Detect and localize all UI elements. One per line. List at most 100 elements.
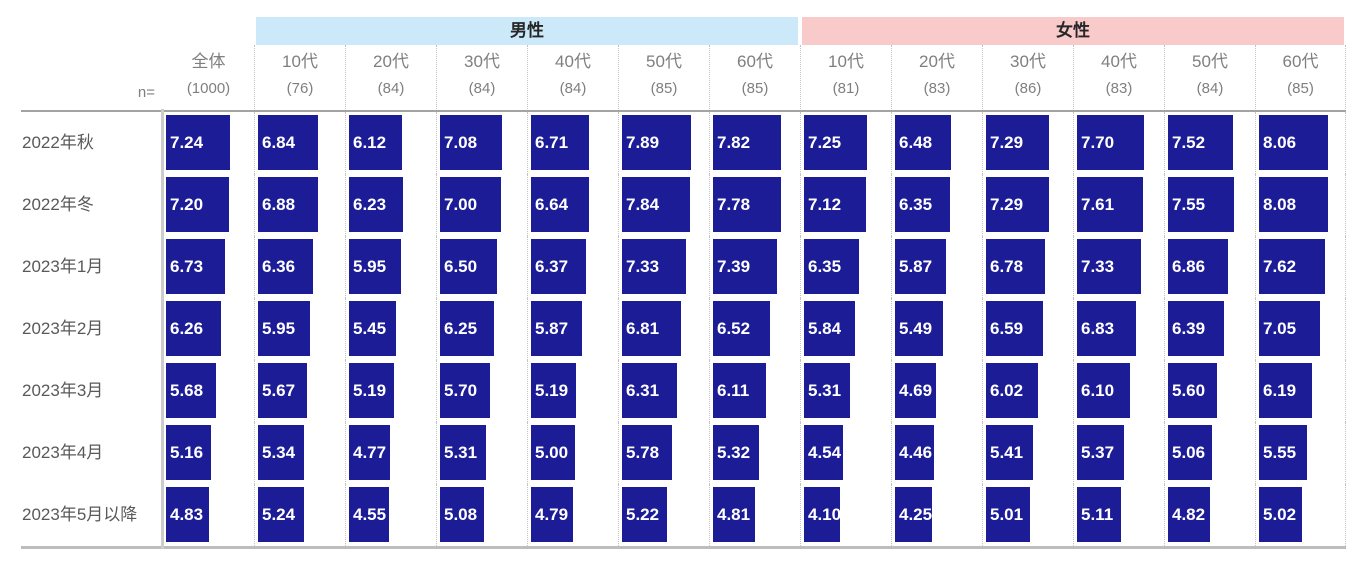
column-n-count: (84): [1196, 80, 1224, 97]
bar-cell: 6.12: [345, 112, 436, 174]
value-bar: 6.71: [531, 115, 590, 170]
bar-cell: 7.33: [1073, 236, 1164, 298]
bar-cell: 4.77: [345, 422, 436, 484]
bar-cell: 5.55: [1255, 422, 1346, 484]
bar-cell: 5.70: [436, 360, 527, 422]
value-bar: 4.81: [713, 487, 755, 542]
column-header-f-10代: 10代 (81): [800, 45, 891, 109]
value-bar: 7.29: [986, 115, 1050, 170]
bar-cell: 5.19: [345, 360, 436, 422]
bar-cell: 6.35: [891, 174, 982, 236]
value-bar: 6.86: [1168, 239, 1228, 294]
value-bar: 6.02: [986, 363, 1039, 418]
bar-cell: 6.88: [254, 174, 345, 236]
value-bar: 5.34: [258, 425, 305, 480]
bar-cell: 6.78: [982, 236, 1073, 298]
value-bar: 6.52: [713, 301, 770, 356]
value-bar: 5.22: [622, 487, 668, 542]
bar-cell: 6.50: [436, 236, 527, 298]
value-bar: 5.49: [895, 301, 943, 356]
column-age-label: 50代: [646, 52, 682, 71]
column-header-m-40代: 40代 (84): [527, 45, 618, 109]
column-header-m-10代: 10代 (76): [254, 45, 345, 109]
bar-cell: 5.68: [163, 360, 254, 422]
bar-cell: 4.25: [891, 484, 982, 546]
bar-cell: 5.49: [891, 298, 982, 360]
value-bar: 4.10: [804, 487, 841, 542]
value-bar: 4.83: [166, 487, 209, 542]
value-bar: 6.83: [1077, 301, 1137, 356]
bar-cell: 7.29: [982, 174, 1073, 236]
column-header-m-30代: 30代 (84): [436, 45, 527, 109]
value-bar: 6.11: [713, 363, 767, 418]
value-bar: 4.77: [349, 425, 391, 480]
column-header-m-20代: 20代 (84): [345, 45, 436, 109]
value-bar: 7.29: [986, 177, 1050, 232]
header-divider-line: [21, 109, 1346, 112]
value-bar: 5.19: [349, 363, 395, 418]
column-age-label: 40代: [1101, 52, 1137, 71]
bar-cell: 5.60: [1164, 360, 1255, 422]
row-label: 2022年秋: [22, 133, 94, 152]
value-bar: 7.84: [622, 177, 691, 232]
value-bar: 7.33: [622, 239, 686, 294]
column-n-count: (86): [1014, 80, 1042, 97]
column-age-label: 10代: [828, 52, 864, 71]
column-header-f-40代: 40代 (83): [1073, 45, 1164, 109]
bar-cell: 4.83: [163, 484, 254, 546]
bar-cell: 6.11: [709, 360, 800, 422]
bar-cell: 4.81: [709, 484, 800, 546]
bar-cell: 5.34: [254, 422, 345, 484]
column-age-label: 20代: [919, 52, 955, 71]
bar-cell: 7.84: [618, 174, 709, 236]
value-bar: 5.70: [440, 363, 490, 418]
bottom-border-line: [21, 546, 1346, 549]
bar-cell: 4.82: [1164, 484, 1255, 546]
value-bar: 6.35: [895, 177, 951, 232]
bar-cell: 7.24: [163, 112, 254, 174]
value-bar: 5.16: [166, 425, 212, 480]
value-bar: 4.55: [349, 487, 389, 542]
value-bar: 5.02: [1259, 487, 1303, 542]
value-bar: 6.37: [531, 239, 587, 294]
bar-cell: 7.29: [982, 112, 1073, 174]
value-bar: 5.06: [1168, 425, 1213, 480]
female-group-header: 女性: [802, 17, 1344, 45]
value-bar: 6.59: [986, 301, 1044, 356]
bar-cell: 4.54: [800, 422, 891, 484]
value-bar: 4.54: [804, 425, 844, 480]
column-n-count: (84): [468, 80, 496, 97]
value-bar: 5.32: [713, 425, 760, 480]
n-equals-label: n=: [137, 84, 155, 101]
value-bar: 7.55: [1168, 177, 1234, 232]
bar-cell: 7.61: [1073, 174, 1164, 236]
value-bar: 5.00: [531, 425, 575, 480]
value-bar: 7.39: [713, 239, 778, 294]
column-header-全体: 全体 (1000): [163, 45, 254, 109]
column-age-label: 60代: [737, 52, 773, 71]
value-bar: 8.06: [1259, 115, 1329, 170]
value-bar: 7.00: [440, 177, 501, 232]
value-bar: 7.25: [804, 115, 868, 170]
bar-cell: 5.06: [1164, 422, 1255, 484]
row-label: 2023年3月: [22, 381, 104, 400]
bar-cell: 7.00: [436, 174, 527, 236]
column-n-count: (85): [650, 80, 678, 97]
bar-cell: 6.83: [1073, 298, 1164, 360]
bar-cell: 5.01: [982, 484, 1073, 546]
bar-cell: 4.79: [527, 484, 618, 546]
value-bar: 6.25: [440, 301, 495, 356]
value-bar: 6.39: [1168, 301, 1224, 356]
value-bar: 5.78: [622, 425, 673, 480]
value-bar: 7.24: [166, 115, 230, 170]
value-bar: 7.08: [440, 115, 502, 170]
value-bar: 4.46: [895, 425, 934, 480]
value-bar: 6.78: [986, 239, 1045, 294]
column-age-label: 40代: [555, 52, 591, 71]
value-bar: 6.19: [1259, 363, 1313, 418]
value-bar: 7.89: [622, 115, 691, 170]
value-bar: 6.31: [622, 363, 677, 418]
value-bar: 6.81: [622, 301, 682, 356]
value-bar: 4.79: [531, 487, 573, 542]
